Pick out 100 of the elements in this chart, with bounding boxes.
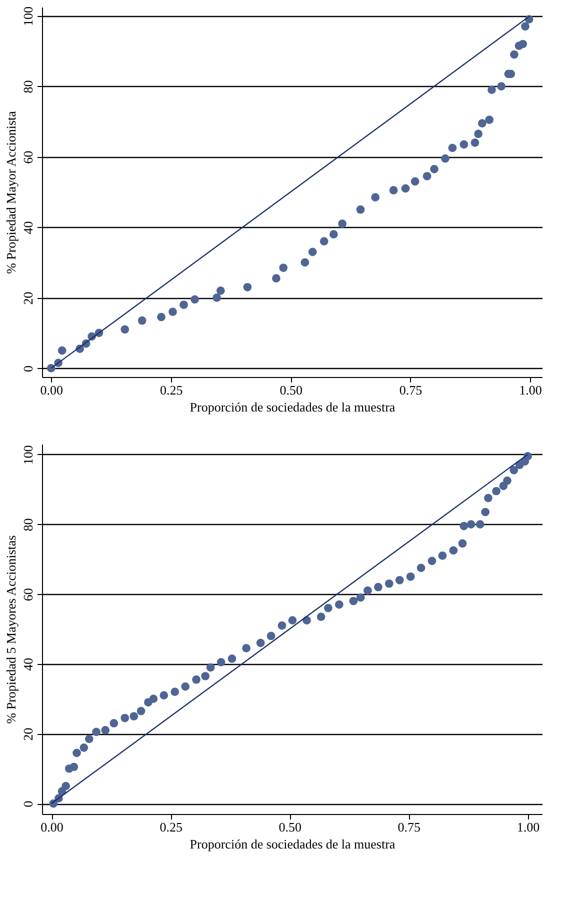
- point: [266, 632, 276, 640]
- point: [416, 564, 426, 572]
- point: [70, 762, 78, 772]
- point: [300, 258, 310, 267]
- x-tick-label: 1.00: [519, 382, 542, 398]
- point: [243, 282, 252, 292]
- x-tick-label: 0.00: [40, 382, 63, 398]
- point: [395, 576, 404, 584]
- point: [242, 644, 250, 652]
- y-tick-label: 60: [20, 150, 36, 164]
- point: [329, 230, 338, 238]
- x-axis-title: Proporción de sociedades de la muestra: [190, 836, 396, 852]
- point: [206, 663, 215, 672]
- point: [401, 184, 410, 193]
- point: [101, 726, 110, 734]
- point: [460, 140, 468, 149]
- point: [389, 186, 398, 194]
- point: [349, 596, 358, 606]
- x-tick-label: 0.25: [160, 382, 183, 398]
- point: [478, 119, 486, 128]
- point: [110, 719, 118, 728]
- point: [406, 572, 415, 581]
- x-axis-title: Proporción de sociedades de la muestra: [190, 400, 396, 414]
- y-tick-label: 80: [20, 80, 36, 94]
- point: [410, 177, 420, 186]
- y-tick-label: 100: [20, 6, 36, 26]
- point: [92, 728, 100, 736]
- x-tick-label: 0.75: [398, 820, 421, 834]
- x-tick-label: 0.00: [40, 820, 64, 834]
- point: [80, 744, 88, 752]
- point: [481, 508, 490, 516]
- point: [308, 248, 317, 256]
- point: [476, 520, 484, 528]
- point: [58, 346, 66, 355]
- point: [192, 675, 200, 684]
- point: [168, 308, 177, 316]
- point: [216, 286, 225, 295]
- point: [474, 130, 482, 138]
- point: [521, 22, 530, 31]
- point: [356, 593, 365, 602]
- point: [201, 672, 210, 680]
- point: [518, 40, 528, 48]
- point: [492, 486, 500, 496]
- point: [448, 144, 457, 152]
- point: [356, 205, 365, 214]
- point: [316, 612, 326, 621]
- point: [216, 658, 226, 666]
- point: [441, 154, 450, 163]
- point: [438, 552, 447, 560]
- x-tick-label: 1.00: [516, 820, 540, 834]
- point: [488, 86, 496, 94]
- y-axis-title: % Propiedad 5 Mayores Accionistas: [4, 535, 18, 724]
- point: [384, 579, 394, 588]
- y-tick-label: 100: [20, 445, 36, 465]
- point: [190, 295, 199, 304]
- point: [458, 539, 467, 548]
- x-tick-label: 0.25: [160, 820, 182, 834]
- point: [334, 600, 344, 609]
- point: [130, 712, 138, 720]
- point: [324, 604, 332, 612]
- x-tick-label: 0.50: [280, 382, 302, 398]
- y-tick-label: 20: [20, 292, 36, 305]
- point: [120, 325, 130, 334]
- point: [470, 138, 480, 147]
- point: [180, 300, 188, 309]
- y-axis-title: % Propiedad Mayor Accionista: [4, 110, 18, 274]
- y-tick-label: 0: [20, 800, 36, 808]
- point: [338, 220, 346, 228]
- point: [228, 654, 236, 663]
- point: [428, 556, 436, 566]
- point: [320, 237, 328, 246]
- point: [422, 172, 432, 180]
- point: [170, 688, 180, 696]
- point: [120, 714, 130, 722]
- point: [374, 582, 382, 592]
- point: [510, 466, 518, 474]
- point: [364, 586, 372, 595]
- y-tick-label: 20: [20, 728, 36, 741]
- point: [371, 193, 380, 202]
- point: [138, 316, 146, 325]
- point: [485, 116, 494, 124]
- x-tick-label: 0.50: [278, 820, 302, 834]
- point: [503, 476, 512, 485]
- point: [157, 312, 166, 322]
- y-tick-label: 40: [20, 221, 36, 234]
- x-tick-label: 0.75: [399, 382, 422, 398]
- point: [256, 638, 265, 648]
- point: [460, 522, 468, 530]
- point: [149, 694, 158, 703]
- point: [272, 274, 280, 283]
- point: [181, 682, 190, 691]
- point: [160, 691, 168, 700]
- point: [212, 294, 221, 302]
- point: [510, 50, 518, 59]
- point: [449, 546, 458, 555]
- y-tick-label: 80: [20, 518, 36, 532]
- point: [136, 706, 146, 716]
- point: [84, 734, 94, 744]
- point: [466, 520, 476, 528]
- point: [72, 748, 81, 758]
